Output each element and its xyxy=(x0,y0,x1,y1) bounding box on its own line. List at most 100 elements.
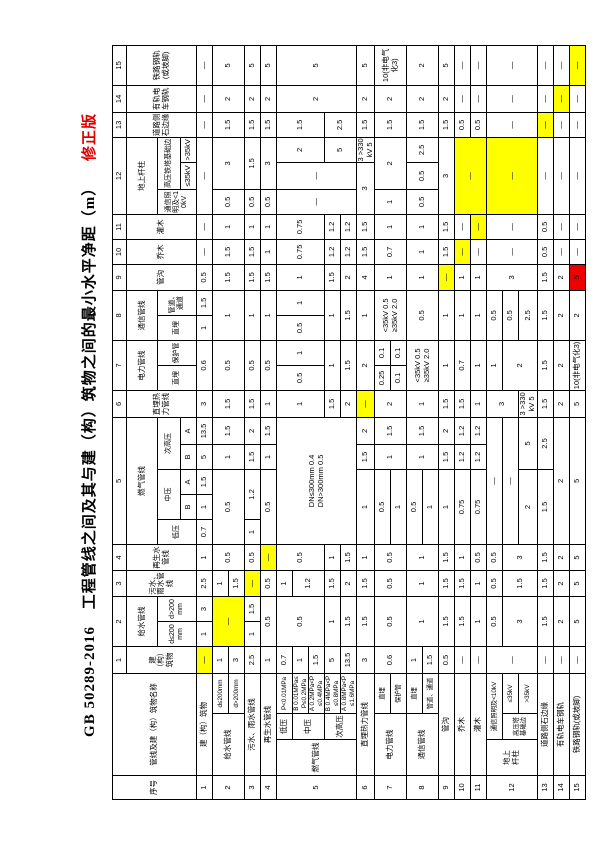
value-cell: 2 xyxy=(553,544,569,571)
table-row: 2 给水管线 d≤200mm 1—1 0.5 0.5 1 1.5 1.5 0.5 1 1.5 1.5 1 0… xyxy=(212,45,245,800)
value-cell: 1 xyxy=(356,469,375,545)
value-cell: — xyxy=(553,137,569,215)
value-cell: — xyxy=(438,264,455,291)
row-header-cell: 5 xyxy=(276,775,357,800)
value-cell: 3 xyxy=(502,544,537,571)
value-cell: — xyxy=(569,85,585,113)
row-header-cell: 6 xyxy=(356,775,375,800)
value-cell: 1 xyxy=(470,570,487,597)
value-cell: — xyxy=(569,214,585,240)
table-row: 12 地上 杆柱 通信照明及<10kV —0.5 0.5 0.5—3 1 0.5 3— — — — — — xyxy=(486,45,537,800)
value-cell: 1.5 xyxy=(244,264,261,291)
value-cell: 2 xyxy=(356,340,375,391)
value-cell: — xyxy=(553,85,569,113)
value-cell: 2 xyxy=(502,340,537,391)
row-header-cell: 3 xyxy=(244,775,261,800)
value-cell: 1.5 xyxy=(438,444,455,470)
value-cell: 1.5 xyxy=(438,239,455,265)
value-cell: 2.5 xyxy=(196,570,213,597)
column-header-cell: 乔木 xyxy=(126,239,197,265)
value-cell: 0.5 xyxy=(244,189,261,215)
value-cell: — xyxy=(486,214,537,240)
row-header-cell: 电力管线 xyxy=(374,713,407,776)
document-title: GB 50289-2016 工程管线之间及其与建（构）筑物之间的最小水平净距（m… xyxy=(78,50,99,800)
value-cell: — xyxy=(454,137,487,215)
row-header-cell: 9 xyxy=(438,775,455,800)
value-cell: — xyxy=(470,214,487,240)
column-header-cell: 电力管线 xyxy=(126,340,158,391)
row-header-cell: 通信照明及<10kV xyxy=(486,673,503,740)
value-cell: 1.5 xyxy=(438,544,455,571)
value-cell: 2 xyxy=(438,85,455,113)
value-cell: 1 xyxy=(276,390,325,418)
value-cell: 1 xyxy=(406,596,439,647)
value-cell: 5 xyxy=(324,646,341,674)
value-cell: 0.5 xyxy=(276,315,325,341)
value-cell: 1.2 xyxy=(454,417,471,445)
value-cell: 10(非电气化3) xyxy=(374,45,407,86)
column-header-cell: 12 xyxy=(112,137,127,215)
value-cell: 1 xyxy=(196,621,213,647)
value-cell: — xyxy=(569,112,585,138)
value-cell: 1.2 xyxy=(454,444,471,470)
value-cell: 1.5 xyxy=(196,469,213,495)
value-cell: 0.5 xyxy=(406,162,439,190)
column-header-cell: 管沟 xyxy=(126,264,197,291)
value-cell: 0.5 xyxy=(276,596,325,647)
column-header-cell: >35kV xyxy=(180,137,197,163)
value-cell: 2 xyxy=(374,390,407,418)
value-cell: 1 xyxy=(406,390,439,418)
value-cell: 1 xyxy=(406,646,423,674)
value-cell: 2 xyxy=(553,264,569,291)
value-cell: — xyxy=(454,45,471,86)
value-cell: 1.5 xyxy=(374,417,407,445)
value-cell: 2 xyxy=(553,596,569,647)
value-cell: 1.5 xyxy=(438,570,455,597)
value-cell: 1 xyxy=(324,544,341,571)
value-cell: 1.5 xyxy=(356,112,375,138)
value-cell: 0.5 xyxy=(260,596,277,647)
value-cell: 0.5 xyxy=(502,290,519,341)
value-cell: 1 xyxy=(486,340,503,391)
value-cell: 5 xyxy=(260,45,277,86)
row-header-cell: 4 xyxy=(260,775,277,800)
column-header-cell: 直埋热力管线 xyxy=(126,390,197,418)
value-cell: <35kV 0.5 ≥35kV 2.0 xyxy=(374,290,407,341)
value-cell: — xyxy=(569,239,585,265)
value-cell: 2 xyxy=(244,417,261,445)
table-row: 5 燃气管线 低压 P<0.01MPa 0.7 0.5 1 0.5 DN≤300mm 0.4 D… xyxy=(276,45,357,800)
column-header-cell: 铁路钢轨(或坡脚) xyxy=(126,45,197,86)
value-cell: 5 xyxy=(569,570,585,597)
value-cell: — xyxy=(553,112,569,138)
value-cell: 1.5 xyxy=(537,390,553,418)
column-header-cell: 燃气管线 xyxy=(126,417,158,545)
value-cell: 5 xyxy=(212,45,245,86)
column-header-cell: 灌木 xyxy=(126,214,197,240)
revision-badge: 修正版 xyxy=(82,113,98,162)
value-cell: 2 xyxy=(212,85,245,113)
value-cell: 0.75 xyxy=(276,214,325,240)
row-header-cell: 10 xyxy=(454,775,471,800)
value-cell: 1 xyxy=(260,444,277,470)
value-cell: 1 xyxy=(454,264,471,291)
value-cell: 1 xyxy=(438,290,455,341)
column-header-cell: 15 xyxy=(112,45,127,86)
row-header-cell: 8 xyxy=(406,775,439,800)
value-cell: 2 xyxy=(340,570,357,597)
value-cell: 1 xyxy=(454,544,471,571)
value-cell: 3 >330kV 5 xyxy=(518,390,537,418)
value-cell: 2 xyxy=(553,570,569,597)
value-cell: 1.2 xyxy=(324,214,341,240)
column-header-cell: 有轨电车钢轨 xyxy=(126,85,197,113)
value-cell: 0.5 xyxy=(486,544,503,571)
value-cell: 1.5 xyxy=(212,417,245,445)
value-cell: 0.5 xyxy=(470,544,487,571)
value-cell: <35kV 0.5 ≥35kV 2.0 xyxy=(406,340,439,391)
value-cell: 1 xyxy=(356,544,375,571)
value-cell: 2 xyxy=(553,390,569,418)
value-cell: 5 xyxy=(438,45,455,86)
column-header-cell: 5 xyxy=(112,417,127,545)
row-header-cell: 直埋 xyxy=(374,673,391,714)
value-cell: 2 xyxy=(374,137,407,190)
